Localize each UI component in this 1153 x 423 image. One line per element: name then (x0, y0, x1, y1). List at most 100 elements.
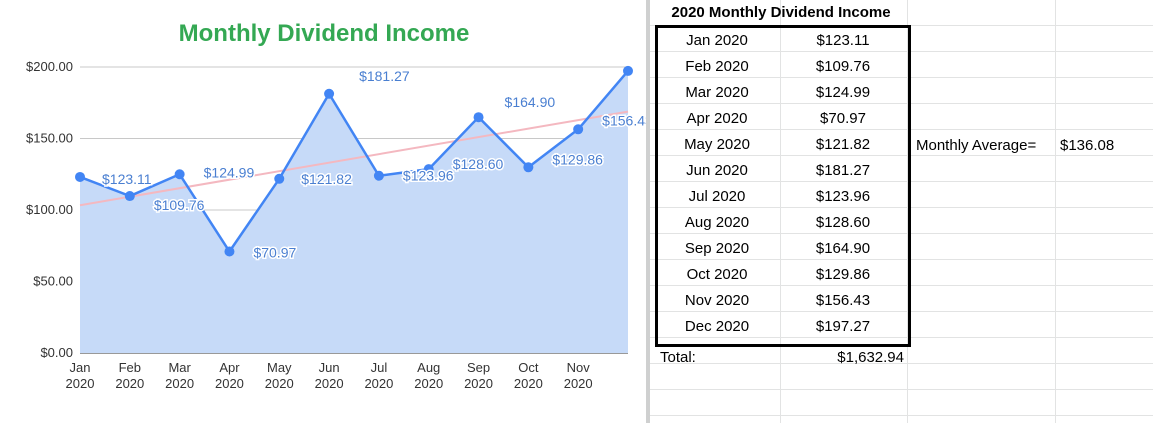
data-label: $129.86 (552, 151, 603, 167)
x-tick-label-year: 2020 (265, 376, 294, 391)
total-value[interactable]: $1,632.94 (837, 349, 904, 366)
data-label: $128.60 (453, 156, 504, 172)
x-tick-label-year: 2020 (414, 376, 443, 391)
row-border (650, 389, 1153, 390)
column-border (780, 0, 781, 423)
x-tick-label-month: Sep (467, 360, 490, 375)
data-point (274, 173, 285, 184)
table-month-cell[interactable]: Dec 2020 (684, 318, 750, 335)
x-tick-label-month: Aug (417, 360, 440, 375)
data-label: $164.90 (505, 94, 556, 110)
data-labels: $123.11$109.76 $124.99 $70.97 $121.82 $181.2… (101, 66, 651, 262)
average-label[interactable]: Monthly Average= (916, 137, 1037, 154)
table-month-cell[interactable]: Jan 2020 (686, 32, 748, 49)
row-border (650, 233, 1153, 234)
table-header[interactable]: 2020 Monthly Dividend Income (671, 4, 891, 21)
data-point (373, 170, 384, 181)
row-border (650, 181, 1153, 182)
table-amount-cell[interactable]: $197.27 (815, 318, 871, 335)
x-tick-label-year: 2020 (165, 376, 194, 391)
series-line (79, 70, 629, 253)
x-tick-label-month: May (267, 360, 292, 375)
data-point (523, 162, 534, 173)
y-axis: $0.00 $50.00 $100.00 $150.00 $200.00 (26, 59, 73, 360)
data-point (75, 171, 85, 182)
data-label: $109.76 (154, 197, 205, 213)
table-amount-cell[interactable]: $128.60 (815, 214, 871, 231)
row-border (650, 77, 1153, 78)
dividend-chart: Monthly Dividend Income $123.11$109.76 $1… (26, 20, 651, 391)
data-label: $156.43 (602, 112, 650, 128)
data-point (224, 246, 235, 257)
y-tick-label: $50.00 (33, 274, 73, 289)
data-point (174, 169, 185, 180)
table-month-cell[interactable]: Sep 2020 (684, 240, 750, 257)
x-tick-label-year: 2020 (514, 376, 543, 391)
x-tick-label-year: 2020 (215, 376, 244, 391)
table-month-cell[interactable]: May 2020 (684, 136, 750, 153)
table-month-cell[interactable]: Nov 2020 (684, 292, 750, 309)
chart-panel: Monthly Dividend Income $123.11 $109.76 $1… (26, 20, 651, 391)
x-tick-label-month: Jun (319, 360, 340, 375)
panel-divider (646, 0, 650, 423)
area-fill-shape (80, 70, 628, 353)
x-tick-label-month: Oct (518, 360, 539, 375)
trendline (79, 110, 629, 207)
row-border (650, 285, 1153, 286)
table-amount-cell[interactable]: $70.97 (820, 110, 866, 127)
row-border (650, 259, 1153, 260)
table-month-cell[interactable]: Oct 2020 (686, 266, 748, 283)
y-tick-label: $200.00 (26, 59, 73, 74)
table-amount-cell[interactable]: $164.90 (815, 240, 871, 257)
y-tick-label: $150.00 (26, 131, 73, 146)
x-tick-label-year: 2020 (564, 376, 593, 391)
data-label: $123.11 (102, 171, 152, 187)
average-value[interactable]: $136.08 (1060, 137, 1115, 154)
data-point (124, 191, 135, 202)
x-tick-label-month: Mar (168, 360, 191, 375)
row-border (650, 129, 1153, 130)
table-month-cell[interactable]: Jul 2020 (688, 188, 746, 205)
table-month-cell[interactable]: Jun 2020 (686, 162, 748, 179)
table-amount-cell[interactable]: $124.99 (815, 84, 871, 101)
table-amount-cell[interactable]: $181.27 (815, 162, 871, 179)
data-label: $123.96 (403, 168, 454, 184)
data-point (623, 65, 633, 76)
table-amount-cell[interactable]: $129.86 (815, 266, 871, 283)
x-tick-label-year: 2020 (364, 376, 393, 391)
column-border (907, 0, 908, 423)
table-amount-cell[interactable]: $121.82 (815, 136, 871, 153)
x-tick-label-year: 2020 (315, 376, 344, 391)
x-tick-label-month: Jan (70, 360, 91, 375)
row-border (650, 51, 1153, 52)
row-border (650, 337, 1153, 338)
total-label[interactable]: Total: (660, 349, 696, 366)
chart-title: Monthly Dividend Income (179, 20, 470, 47)
y-tick-label: $100.00 (26, 202, 73, 217)
x-tick-label-year: 2020 (464, 376, 493, 391)
x-tick-label-month: Jul (371, 360, 388, 375)
x-tick-label-year: 2020 (66, 376, 95, 391)
x-tick-label-month: Apr (219, 360, 240, 375)
row-border (650, 311, 1153, 312)
x-tick-label-year: 2020 (115, 376, 144, 391)
data-label: $181.27 (359, 68, 410, 84)
table-amount-cell[interactable]: $123.11 (816, 32, 870, 49)
data-label: $70.97 (253, 245, 296, 261)
table-month-cell[interactable]: Aug 2020 (684, 214, 750, 231)
area-fill (80, 70, 628, 353)
data-point (324, 88, 335, 99)
x-tick-label-month: Feb (119, 360, 141, 375)
series-line-path (79, 70, 629, 253)
table-amount-cell[interactable]: $123.96 (815, 188, 871, 205)
table-month-cell[interactable]: Apr 2020 (686, 110, 748, 127)
table-month-cell[interactable]: Mar 2020 (685, 84, 749, 101)
table-amount-cell[interactable]: $109.76 (815, 58, 871, 75)
trendline-line (79, 110, 629, 207)
table-amount-cell[interactable]: $156.43 (815, 292, 871, 309)
row-border (650, 415, 1153, 416)
table-month-cell[interactable]: Feb 2020 (685, 58, 749, 75)
x-tick-label-month: Nov (567, 360, 591, 375)
data-label: $124.99 (204, 164, 255, 180)
x-axis: Jan2020Feb2020Mar2020Apr2020May2020Jun20… (66, 360, 593, 391)
